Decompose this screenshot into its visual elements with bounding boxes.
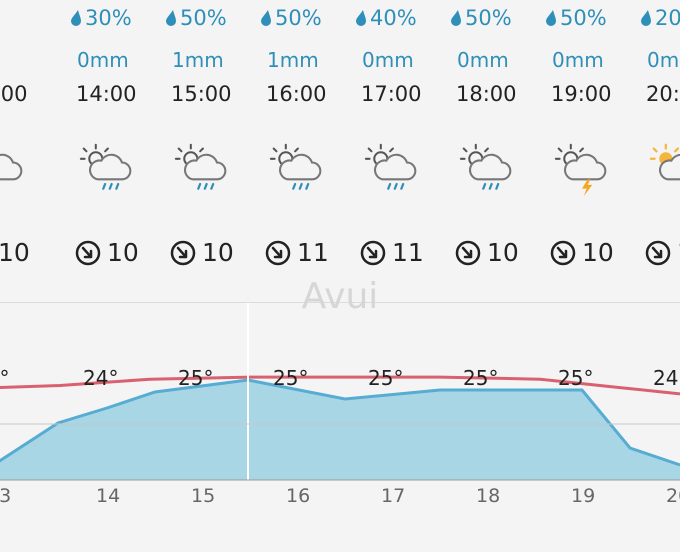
- temperature-label: 24°: [83, 366, 119, 390]
- temperature-label: 25°: [368, 366, 404, 390]
- precip-probability-text: 50%: [275, 6, 322, 30]
- precip-amount: 0mm: [552, 48, 604, 72]
- precip-amount: 1mm: [267, 48, 319, 72]
- wind-speed: 11: [265, 238, 329, 267]
- temperature-line: [0, 375, 680, 396]
- hour-label: 18:00: [456, 82, 517, 106]
- precip-probability-text: 50%: [560, 6, 607, 30]
- x-axis-label: 16: [286, 485, 311, 507]
- hour-label: 13:00: [0, 82, 28, 106]
- precip-amount: 0mm: [457, 48, 509, 72]
- partly-cloudy-icon: [645, 142, 680, 198]
- precip-probability: 30%: [69, 6, 132, 30]
- precip-amount: 0mm: [362, 48, 414, 72]
- precip-probability: 40%: [354, 6, 417, 30]
- wind-speed-value: 11: [392, 238, 424, 267]
- wind-direction-icon: [550, 240, 576, 265]
- hour-label: 20:00: [646, 82, 680, 106]
- precip-amount: 0mm: [647, 48, 680, 72]
- raindrop-icon: [451, 10, 461, 26]
- hour-label: 19:00: [551, 82, 612, 106]
- x-axis-label: 18: [476, 485, 501, 507]
- temperature-label: 24°: [653, 366, 680, 390]
- wind-speed-value: 10: [487, 238, 519, 267]
- precip-probability-text: 50%: [465, 6, 512, 30]
- precip-probability-text: 40%: [370, 6, 417, 30]
- precipitation-area-outline: [0, 378, 680, 467]
- raindrop-icon: [166, 10, 176, 26]
- hour-label: 14:00: [76, 82, 137, 106]
- wind-direction-icon: [360, 240, 386, 265]
- sun-cloud-rain-icon: [455, 142, 519, 198]
- raindrop-icon: [641, 10, 651, 26]
- raindrop-icon: [356, 10, 366, 26]
- hour-label: 17:00: [361, 82, 422, 106]
- sun-cloud-rain-icon: [265, 142, 329, 198]
- raindrop-icon: [261, 10, 271, 26]
- x-axis-label: 14: [96, 485, 121, 507]
- precip-probability-text: 30%: [85, 6, 132, 30]
- precip-probability: 50%: [164, 6, 227, 30]
- wind-direction-icon: [75, 240, 101, 265]
- wind-speed: 11: [360, 238, 424, 267]
- section-divider: [0, 302, 680, 303]
- precip-amount: 1mm: [172, 48, 224, 72]
- precip-amount: 0mm: [77, 48, 129, 72]
- wind-direction-icon: [170, 240, 196, 265]
- precip-probability: 50%: [259, 6, 322, 30]
- wind-direction-icon: [455, 240, 481, 265]
- precip-probability: 20%: [639, 6, 680, 30]
- sun-cloud-rain-icon: [170, 142, 234, 198]
- precip-probability: 50%: [449, 6, 512, 30]
- raindrop-icon: [71, 10, 81, 26]
- precip-probability-text: 50%: [180, 6, 227, 30]
- wind-direction-icon: [645, 240, 671, 265]
- precipitation-area: [0, 380, 680, 480]
- wind-speed-value: 11: [297, 238, 329, 267]
- day-label: Avui: [301, 276, 379, 317]
- wind-speed: 10: [170, 238, 234, 267]
- wind-speed-value: 10: [677, 238, 680, 267]
- wind-direction-icon: [265, 240, 291, 265]
- hour-label: 16:00: [266, 82, 327, 106]
- x-axis-label: 15: [191, 485, 216, 507]
- x-axis-label: 13: [0, 485, 12, 507]
- wind-speed-value: 10: [202, 238, 234, 267]
- wind-speed: 10: [75, 238, 139, 267]
- temperature-label: 25°: [273, 366, 309, 390]
- precip-probability: 50%: [544, 6, 607, 30]
- x-axis-label: 20: [666, 485, 680, 507]
- hour-label: 15:00: [171, 82, 232, 106]
- sun-cloud-rain-icon: [75, 142, 139, 198]
- wind-speed-value: 10: [0, 238, 30, 267]
- x-axis-label: 19: [571, 485, 596, 507]
- precip-probability-text: 20%: [655, 6, 680, 30]
- wind-speed: 10: [455, 238, 519, 267]
- temperature-label: 25°: [178, 366, 214, 390]
- x-axis-label: 17: [381, 485, 406, 507]
- raindrop-icon: [546, 10, 556, 26]
- wind-speed-value: 10: [107, 238, 139, 267]
- partly-cloudy-icon: [0, 142, 30, 198]
- temperature-label: 24°: [0, 366, 10, 390]
- temperature-label: 25°: [558, 366, 594, 390]
- wind-speed-value: 10: [582, 238, 614, 267]
- sun-cloud-thunder-icon: [550, 142, 614, 198]
- sun-cloud-rain-icon: [360, 142, 424, 198]
- wind-speed: 10: [550, 238, 614, 267]
- temperature-label: 25°: [463, 366, 499, 390]
- wind-speed: 10: [645, 238, 680, 267]
- wind-speed: 10: [0, 238, 30, 267]
